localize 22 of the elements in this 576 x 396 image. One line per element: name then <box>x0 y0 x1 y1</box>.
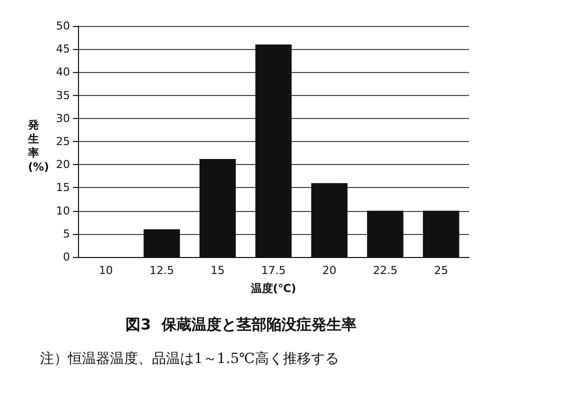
text: 注）恒温器温度、品温は1～1.5℃高く推移する <box>40 351 339 367</box>
x-tick-label: 22.5 <box>372 264 398 277</box>
x-axis-title: 温度(℃) <box>250 282 296 295</box>
x-tick-label: 12.5 <box>150 264 174 277</box>
y-tick-label: 50 <box>56 20 70 32</box>
y-axis-title: 発生率(%) <box>27 118 50 174</box>
y-tick-label: 15 <box>56 181 70 194</box>
text: 図3 保蔵温度と茎部陥没症発生率 <box>126 316 356 334</box>
y-tick-label: 40 <box>56 66 70 79</box>
x-tick-label: 10 <box>98 264 113 277</box>
y-tick-label: 45 <box>56 42 70 56</box>
y-tick-label: 25 <box>56 135 70 148</box>
y-tick-label: 30 <box>56 112 70 125</box>
x-tick-label: 25 <box>434 264 448 277</box>
x-tick-label: 20 <box>322 264 336 277</box>
y-tick-label: 35 <box>56 88 70 102</box>
y-tick-label: 0 <box>63 250 70 264</box>
x-tick-label: 17.5 <box>261 264 286 277</box>
y-tick-label: 20 <box>56 158 70 172</box>
y-tick-label: 10 <box>56 204 70 218</box>
y-tick-label: 5 <box>63 227 70 240</box>
x-tick-label: 15 <box>210 264 225 277</box>
